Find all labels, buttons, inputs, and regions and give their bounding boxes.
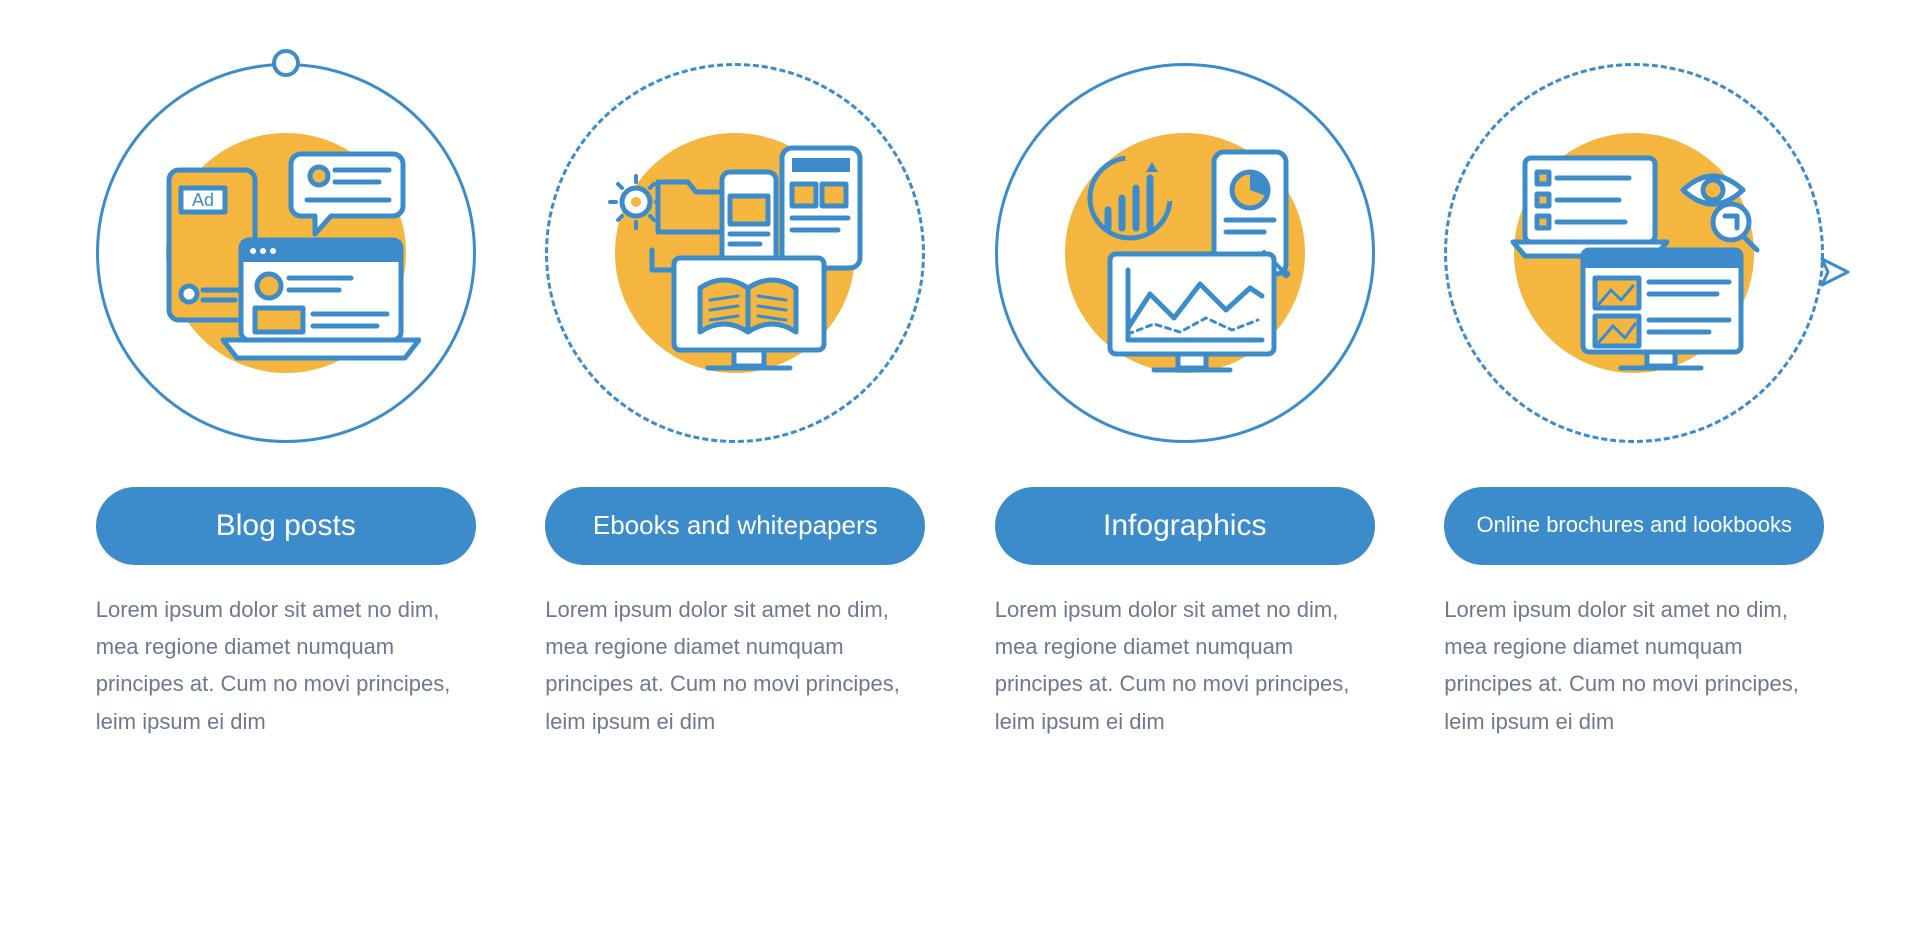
blog-icon: Ad: [151, 118, 421, 388]
circle-ebooks: [545, 63, 925, 443]
desc-infographics: Lorem ipsum dolor sit amet no dim, mea r…: [995, 591, 1375, 741]
end-arrow-icon: [1818, 255, 1852, 289]
item-brochures: Online brochures and lookbooks Lorem ips…: [1434, 63, 1836, 741]
start-marker-icon: [272, 49, 300, 77]
pill-label: Online brochures and lookbooks: [1476, 512, 1792, 538]
item-ebooks: Ebooks and whitepapers Lorem ipsum dolor…: [535, 63, 937, 741]
pill-label: Ebooks and whitepapers: [593, 510, 878, 541]
brochure-icon: [1499, 118, 1769, 388]
infographic-row: Ad: [85, 63, 1835, 741]
infographic-icon: [1050, 118, 1320, 388]
ebook-icon: [600, 118, 870, 388]
svg-text:Ad: Ad: [192, 190, 214, 210]
pill-brochures: Online brochures and lookbooks: [1444, 487, 1824, 565]
pill-blog-posts: Blog posts: [96, 487, 476, 565]
pill-label: Infographics: [1103, 508, 1266, 544]
desc-ebooks: Lorem ipsum dolor sit amet no dim, mea r…: [545, 591, 925, 741]
circle-brochures: [1444, 63, 1824, 443]
desc-blog-posts: Lorem ipsum dolor sit amet no dim, mea r…: [96, 591, 476, 741]
infographic-canvas: Ad: [85, 63, 1835, 883]
item-blog-posts: Ad: [85, 63, 487, 741]
item-infographics: Infographics Lorem ipsum dolor sit amet …: [984, 63, 1386, 741]
circle-blog-posts: Ad: [96, 63, 476, 443]
desc-brochures: Lorem ipsum dolor sit amet no dim, mea r…: [1444, 591, 1824, 741]
pill-ebooks: Ebooks and whitepapers: [545, 487, 925, 565]
pill-label: Blog posts: [216, 508, 356, 544]
circle-infographics: [995, 63, 1375, 443]
pill-infographics: Infographics: [995, 487, 1375, 565]
